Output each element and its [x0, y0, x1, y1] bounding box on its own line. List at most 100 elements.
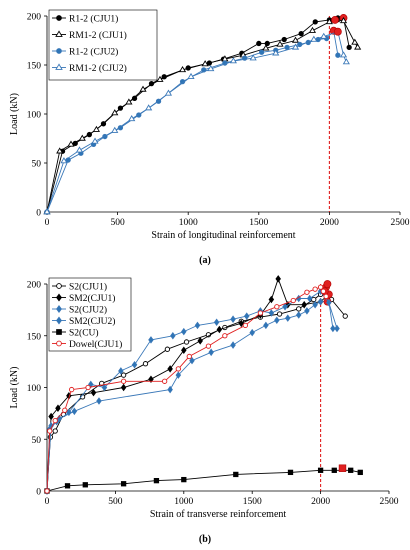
- data-point: [281, 36, 287, 43]
- data-point: [304, 289, 310, 295]
- legend-swatch-marker: [56, 316, 62, 325]
- data-point: [101, 383, 108, 392]
- panel-caption: (a): [199, 255, 211, 266]
- data-point: [320, 288, 326, 294]
- data-point: [276, 311, 283, 317]
- data-point: [264, 40, 270, 47]
- legend-entry: R1-2 (CJU2): [69, 47, 118, 58]
- x-tick-label: 500: [110, 218, 125, 228]
- data-point: [128, 115, 136, 122]
- legend-swatch-marker: [55, 30, 63, 37]
- data-point: [91, 137, 99, 144]
- data-point: [323, 293, 329, 300]
- data-point: [92, 125, 101, 132]
- data-point: [249, 328, 255, 337]
- data-point: [201, 60, 209, 67]
- data-point: [164, 346, 171, 352]
- data-point: [120, 383, 127, 392]
- data-point: [186, 353, 192, 360]
- data-point: [167, 365, 173, 373]
- data-point: [263, 321, 269, 330]
- y-tick-label: 200: [27, 281, 42, 291]
- data-point: [320, 32, 328, 39]
- data-point: [139, 85, 147, 92]
- data-point: [357, 469, 363, 476]
- data-point: [111, 109, 119, 116]
- data-point: [354, 43, 362, 50]
- data-point: [334, 324, 340, 333]
- y-tick-label: 150: [27, 62, 42, 72]
- data-point: [120, 481, 127, 487]
- legend-entry: R1-2 (CJU1): [69, 14, 118, 25]
- x-tick-label: 1500: [243, 497, 262, 507]
- data-point: [181, 327, 187, 336]
- data-point: [175, 371, 182, 379]
- data-point: [56, 147, 64, 154]
- data-point: [282, 303, 288, 311]
- legend-entry: RM1-2 (CJU2): [69, 63, 127, 74]
- x-tick-label: 0: [45, 218, 50, 228]
- data-point: [120, 372, 127, 378]
- data-point: [66, 408, 72, 417]
- x-tick-label: 1000: [179, 218, 198, 228]
- data-point: [208, 348, 214, 357]
- data-point: [62, 407, 68, 413]
- data-point: [120, 378, 127, 384]
- data-point: [64, 483, 71, 489]
- data-point: [222, 333, 228, 339]
- y-tick-label: 50: [32, 160, 42, 170]
- data-point: [96, 397, 102, 405]
- data-point: [43, 208, 51, 215]
- data-point: [181, 476, 187, 483]
- data-point: [82, 482, 88, 488]
- data-point: [306, 294, 313, 303]
- data-point: [291, 43, 300, 50]
- data-point: [90, 388, 97, 397]
- data-point: [55, 404, 61, 412]
- data-point: [71, 407, 78, 416]
- data-point: [167, 385, 173, 394]
- data-point: [197, 337, 203, 345]
- data-point: [291, 36, 300, 43]
- x-tick-label: 1500: [249, 218, 268, 228]
- peak-marker: [333, 27, 342, 36]
- data-point: [118, 367, 124, 375]
- data-point: [276, 40, 284, 47]
- data-point: [243, 312, 250, 320]
- data-point: [326, 298, 332, 307]
- data-point: [348, 467, 354, 473]
- y-tick-label: 150: [27, 332, 42, 342]
- legend-swatch-marker: [56, 340, 62, 347]
- data-point: [194, 321, 201, 330]
- legend-entry: Dowel(CJU1): [69, 339, 122, 350]
- peak-marker: [331, 16, 339, 24]
- legend-swatch-marker: [56, 329, 62, 335]
- data-point: [301, 300, 307, 309]
- data-point: [178, 66, 187, 73]
- data-point: [249, 54, 257, 61]
- data-point: [213, 318, 220, 327]
- y-tick-label: 0: [36, 488, 41, 498]
- data-point: [285, 314, 291, 322]
- data-point: [317, 284, 324, 290]
- data-point: [131, 95, 138, 101]
- data-point: [268, 309, 275, 317]
- series-6: [44, 280, 332, 494]
- data-point: [233, 471, 239, 478]
- data-point: [284, 44, 290, 51]
- data-point: [275, 275, 281, 283]
- y-tick-label: 100: [27, 384, 42, 394]
- data-point: [156, 75, 164, 82]
- series-line: [46, 469, 361, 492]
- x-tick-label: 2500: [380, 497, 399, 507]
- legend-entry: SM2(CJU2): [69, 316, 115, 327]
- data-point: [207, 65, 215, 72]
- chart-panel-b: 0 500 1000 1500 2000 2500 0 50 100 150 200 Strain o…: [9, 275, 399, 545]
- chart-panel-a: 0 500 1000 1500 2000 2500 0 50 100 150 200 Strain o…: [9, 9, 410, 266]
- data-point: [274, 304, 280, 310]
- data-point: [78, 134, 86, 141]
- data-point: [304, 307, 310, 315]
- data-point: [148, 336, 154, 344]
- data-point: [312, 286, 318, 292]
- data-point: [262, 44, 270, 51]
